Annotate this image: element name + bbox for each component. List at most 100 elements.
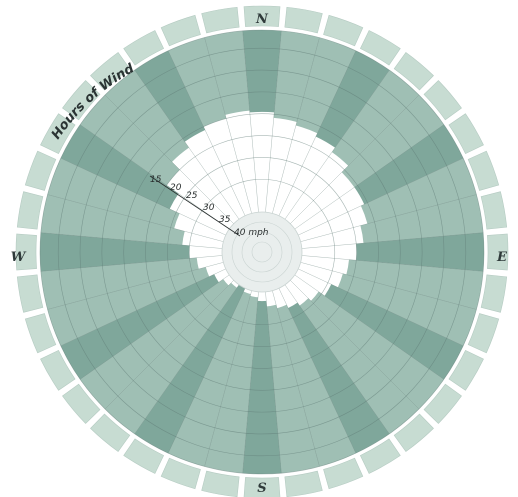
outer-petal-12 bbox=[448, 349, 484, 391]
outer-petal-23 bbox=[62, 383, 101, 424]
outer-petal-20 bbox=[160, 457, 201, 490]
sector-bar-7 bbox=[360, 158, 477, 224]
grid-spoke-7 bbox=[298, 157, 464, 236]
sector-bar-0 bbox=[242, 29, 282, 113]
sector-bar-30 bbox=[60, 124, 179, 209]
grid-spoke-19 bbox=[242, 291, 259, 474]
outer-petal-13 bbox=[423, 383, 462, 424]
sector-bar-8 bbox=[360, 194, 484, 244]
grid-spoke-22 bbox=[134, 284, 240, 434]
outer-petal-29 bbox=[24, 150, 57, 191]
speed-label-pointer bbox=[149, 175, 241, 237]
grid-ring-7 bbox=[39, 29, 485, 475]
grid-spoke-9 bbox=[301, 232, 484, 249]
grid-ring-6 bbox=[57, 47, 467, 457]
sector-bar-3 bbox=[315, 50, 390, 148]
outer-petal-8 bbox=[480, 191, 508, 230]
outer-petal-26 bbox=[16, 274, 44, 313]
sector-bar-9 bbox=[356, 232, 484, 272]
grid-ring-4 bbox=[101, 91, 423, 413]
grid-spoke-0 bbox=[242, 30, 259, 213]
bar-marks bbox=[149, 175, 241, 237]
grid-spoke-32 bbox=[104, 94, 234, 224]
outer-petal-30 bbox=[40, 113, 76, 155]
outer-petal-34 bbox=[160, 14, 201, 47]
calm-core bbox=[221, 211, 303, 293]
outer-petal-0 bbox=[243, 5, 281, 27]
grid-spoke-29 bbox=[47, 194, 224, 242]
outer-petal-1 bbox=[284, 6, 323, 34]
direction-label-n: N bbox=[255, 12, 269, 27]
outer-petal-15 bbox=[359, 438, 401, 474]
sector-bar-26 bbox=[40, 257, 199, 310]
core-ring-1 bbox=[251, 241, 273, 263]
polar-grid bbox=[39, 29, 485, 475]
outer-petal-19 bbox=[201, 470, 240, 497]
outer-petal-21 bbox=[123, 438, 165, 474]
sector-bar-15 bbox=[288, 302, 390, 454]
direction-label-e: E bbox=[496, 250, 508, 265]
outer-petal-11 bbox=[467, 313, 500, 354]
outer-petal-14 bbox=[393, 413, 434, 452]
sector-bar-14 bbox=[299, 298, 419, 434]
grid-spoke-14 bbox=[290, 280, 420, 410]
direction-label-w: W bbox=[11, 250, 27, 265]
sector-bar-17 bbox=[266, 304, 320, 474]
speed-label-20: 20 bbox=[170, 183, 182, 193]
outer-petal-17 bbox=[284, 470, 323, 497]
outer-petal-18 bbox=[243, 477, 281, 497]
sector-bar-32 bbox=[105, 70, 189, 162]
outer-petal-5 bbox=[423, 80, 462, 121]
grid-spoke-20 bbox=[204, 290, 252, 467]
sector-bar-33 bbox=[134, 50, 206, 142]
outer-petal-35 bbox=[201, 6, 240, 34]
sector-bar-10 bbox=[346, 259, 484, 310]
grid-spoke-15 bbox=[284, 284, 390, 434]
sector-bar-11 bbox=[337, 273, 477, 346]
grid-ring-3 bbox=[123, 113, 401, 391]
outer-petal-16 bbox=[323, 457, 364, 490]
sector-bar-12 bbox=[324, 284, 464, 380]
grid-spoke-5 bbox=[290, 94, 420, 224]
grid-spoke-4 bbox=[284, 70, 390, 220]
core-ring-2 bbox=[241, 231, 283, 273]
speed-label-25: 25 bbox=[186, 191, 198, 201]
sector-bar-31 bbox=[80, 95, 180, 186]
outer-petal-27 bbox=[15, 233, 37, 271]
speed-label-30: 30 bbox=[203, 203, 215, 213]
sector-bar-23 bbox=[80, 279, 229, 409]
outer-petal-28 bbox=[16, 191, 44, 230]
grid-spoke-16 bbox=[278, 288, 357, 454]
grid-spoke-11 bbox=[300, 262, 477, 310]
sector-bar-20 bbox=[168, 291, 251, 467]
sector-bar-13 bbox=[310, 291, 444, 409]
grid-spoke-6 bbox=[294, 124, 444, 230]
sector-bar-24 bbox=[60, 274, 219, 380]
grid-spoke-13 bbox=[294, 274, 444, 380]
speed-label-15: 15 bbox=[150, 175, 162, 185]
grid-spoke-2 bbox=[272, 37, 320, 214]
outer-petal-2 bbox=[323, 14, 364, 47]
grid-ring-1 bbox=[167, 157, 357, 347]
outer-petal-9 bbox=[487, 233, 509, 271]
sector-bar-16 bbox=[277, 304, 356, 467]
grid-spoke-10 bbox=[301, 255, 484, 272]
grid-spoke-31 bbox=[80, 124, 230, 230]
sector-bar-4 bbox=[331, 70, 419, 166]
grid-ring-5 bbox=[79, 69, 445, 435]
outer-petal-31 bbox=[62, 80, 101, 121]
grid-spoke-21 bbox=[167, 288, 246, 454]
sector-bar-2 bbox=[295, 37, 356, 134]
grid-spoke-35 bbox=[204, 37, 252, 214]
grid-spoke-28 bbox=[40, 232, 223, 249]
grid-spoke-12 bbox=[298, 268, 464, 347]
outer-petal-22 bbox=[90, 413, 131, 452]
grid-ring-0 bbox=[188, 178, 336, 326]
outer-petal-4 bbox=[393, 52, 434, 91]
grid-spoke-27 bbox=[40, 255, 223, 272]
outer-petal-ring bbox=[15, 5, 509, 497]
outer-petal-10 bbox=[480, 274, 508, 313]
speed-label-40-mph: 40 mph bbox=[234, 228, 269, 238]
grid-spoke-34 bbox=[167, 50, 246, 216]
